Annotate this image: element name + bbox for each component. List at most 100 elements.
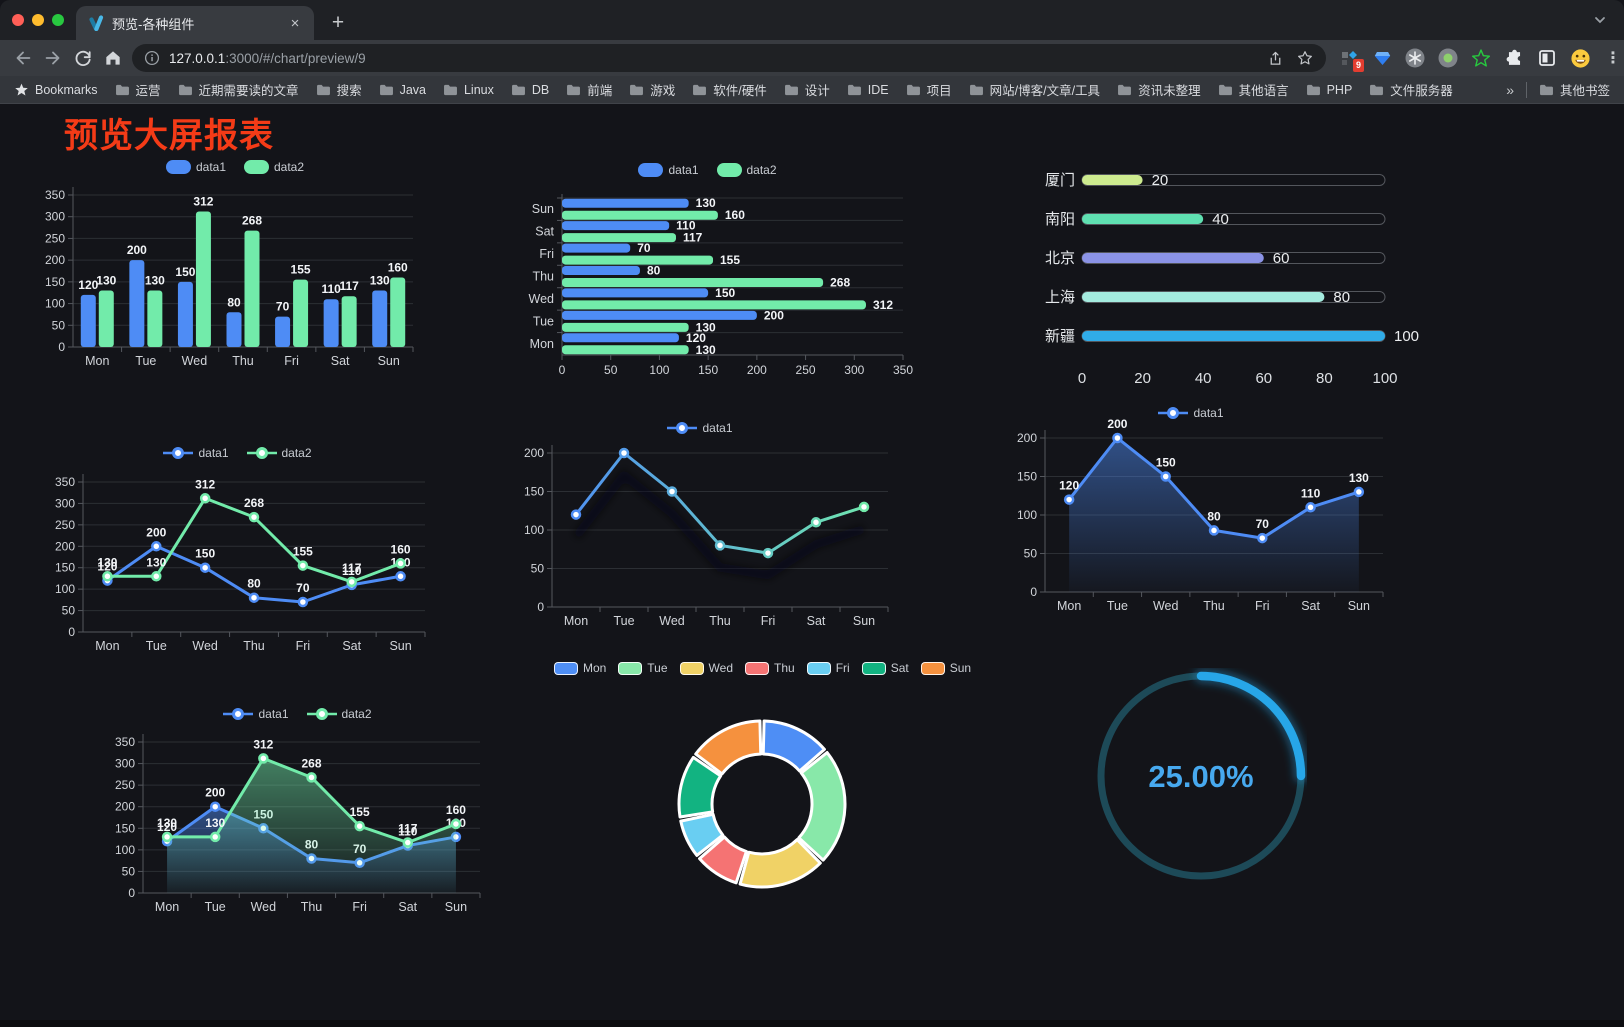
bookmark-folder[interactable]: 运营: [115, 80, 161, 99]
legend-item[interactable]: data1: [638, 163, 699, 177]
bookmark-folder[interactable]: 前端: [566, 80, 612, 99]
bookmark-folder[interactable]: 其他语言: [1218, 80, 1289, 99]
svg-text:117: 117: [683, 231, 703, 245]
chart-grouped-bar[interactable]: data1 data2 0 50 100 150 200 250 300 350 Mon Tue Wed…: [40, 150, 430, 378]
chart-line-two-series-area[interactable]: data1 data2 0 50 100 150 200 250 300 350 Mon Tue Wed…: [100, 700, 495, 922]
legend-item[interactable]: Sat: [861, 661, 909, 675]
bookmark-folder[interactable]: PHP: [1306, 80, 1352, 99]
page-title: 预览大屏报表: [64, 117, 274, 155]
svg-text:Tue: Tue: [205, 900, 226, 914]
puzzle-extension-icon[interactable]: [1501, 45, 1527, 71]
gem-extension-icon[interactable]: [1369, 45, 1395, 71]
bookmark-folder[interactable]: 搜索: [316, 80, 362, 99]
bookmark-folder[interactable]: 近期需要读的文章: [178, 80, 299, 99]
legend-item[interactable]: Tue: [618, 661, 668, 675]
bookmark-folder[interactable]: Linux: [443, 80, 494, 99]
minimize-window-button[interactable]: [32, 14, 44, 26]
bookmark-folder[interactable]: 设计: [784, 80, 830, 99]
snowflake-extension-icon[interactable]: [1402, 45, 1428, 71]
bookmark-star-icon[interactable]: [1296, 49, 1314, 67]
chart-canvas[interactable]: 0 50 100 150 200 Mon Tue Wed Thu Fri Sat Sun 120 200 1…: [985, 400, 1397, 620]
tab-close-button[interactable]: ×: [290, 14, 300, 32]
half-square-extension-icon[interactable]: [1534, 45, 1560, 71]
svg-text:100: 100: [1372, 370, 1397, 387]
bookmark-folder[interactable]: 文件服务器: [1369, 80, 1453, 99]
chart-weekday-donut[interactable]: Mon Tue Wed Thu Fri Sat Sun: [553, 655, 971, 900]
chart-percent-gauge[interactable]: 25.00%: [1095, 668, 1307, 884]
legend-item[interactable]: Thu: [745, 661, 795, 675]
legend-item[interactable]: data2: [246, 446, 312, 460]
bookmark-folder[interactable]: 软件/硬件: [692, 80, 767, 99]
chart-canvas[interactable]: 0 50 100 150 200 250 300 350 Mon Tue Wed Thu Fri Sat S…: [40, 150, 430, 378]
green-dot-extension-icon[interactable]: [1435, 45, 1461, 71]
url-bar[interactable]: 127.0.0.1:3000/#/chart/preview/9: [132, 44, 1326, 72]
reload-button[interactable]: [68, 43, 98, 73]
green-star-extension-icon[interactable]: [1468, 45, 1494, 71]
chart-canvas[interactable]: [560, 655, 965, 900]
legend-item[interactable]: Wed: [679, 661, 733, 675]
legend-item[interactable]: data1: [223, 707, 289, 721]
forward-button[interactable]: [38, 43, 68, 73]
legend-item[interactable]: data2: [244, 160, 304, 174]
legend-item[interactable]: data1: [163, 446, 229, 460]
browser-tab[interactable]: 预览-各种组件 ×: [76, 6, 314, 40]
new-tab-button[interactable]: +: [331, 11, 345, 34]
bookmarks-right-group: » 其他书签: [1506, 80, 1610, 99]
grid-extension-icon[interactable]: 9: [1336, 45, 1364, 72]
svg-text:50: 50: [62, 604, 76, 618]
svg-text:0: 0: [58, 340, 65, 354]
bookmark-folder[interactable]: 资讯未整理: [1117, 80, 1201, 99]
chart-line-area[interactable]: data1 0 50 100 150 200 Mon Tue Wed Thu Fri Sat Sun 12…: [985, 400, 1397, 620]
legend-item[interactable]: data1: [1158, 406, 1224, 420]
bookmark-folder[interactable]: 项目: [906, 80, 952, 99]
legend-item[interactable]: data2: [716, 163, 777, 177]
back-button[interactable]: [8, 43, 38, 73]
svg-text:160: 160: [725, 208, 745, 222]
bookmark-folder[interactable]: 游戏: [629, 80, 675, 99]
legend-item[interactable]: Fri: [806, 661, 850, 675]
svg-text:110: 110: [676, 219, 696, 233]
folder-icon: [784, 84, 798, 95]
legend-item[interactable]: data2: [306, 707, 372, 721]
chart-canvas[interactable]: 0 50 100 150 200 Mon Tue Wed Thu Fri Sat Sun: [500, 415, 900, 635]
chart-canvas[interactable]: 厦门 20 南阳 40 北京 60 上海 80 新疆 100 0 20 40 60 80 100: [1000, 155, 1420, 395]
bookmarks-manager[interactable]: Bookmarks: [14, 82, 98, 97]
svg-text:160: 160: [446, 803, 466, 817]
svg-text:Mon: Mon: [530, 337, 554, 351]
menu-dots-icon[interactable]: ⋮: [1605, 50, 1621, 67]
svg-text:Tue: Tue: [613, 614, 634, 628]
svg-text:Sat: Sat: [807, 614, 826, 628]
home-button[interactable]: [98, 43, 128, 73]
chart-city-progress[interactable]: 厦门 20 南阳 40 北京 60 上海 80 新疆 100 0 20 40 60 80 100: [1000, 155, 1420, 395]
svg-text:250: 250: [45, 231, 65, 245]
bookmark-folder[interactable]: 网站/博客/文章/工具: [969, 80, 1100, 99]
site-info-icon[interactable]: [144, 50, 160, 66]
legend-item[interactable]: data1: [667, 421, 733, 435]
folder-icon: [1306, 84, 1320, 95]
bookmark-folder[interactable]: IDE: [847, 80, 889, 99]
legend-item[interactable]: data1: [165, 160, 226, 174]
legend-item[interactable]: Mon: [553, 661, 606, 675]
chart-canvas[interactable]: 0 50 100 150 200 250 300 350 Mon Tue Wed Thu Fri Sat S…: [100, 700, 495, 922]
close-window-button[interactable]: [12, 14, 24, 26]
chart-line-gradient[interactable]: data1 0 50 100 150 200 Mon Tue Wed Thu Fri Sat Sun: [500, 415, 900, 635]
svg-text:130: 130: [96, 274, 116, 288]
bookmark-folder[interactable]: DB: [511, 80, 549, 99]
bookmark-folder[interactable]: Java: [379, 80, 426, 99]
svg-text:110: 110: [1301, 486, 1321, 500]
legend-item[interactable]: Sun: [920, 661, 971, 675]
chart-horizontal-bar[interactable]: data1 data2 0 50 100 150 200 250 300 350 Sun 130 160…: [500, 150, 915, 384]
svg-text:40: 40: [1195, 370, 1212, 387]
svg-text:150: 150: [115, 821, 135, 835]
svg-text:120: 120: [686, 331, 706, 345]
chart-canvas[interactable]: 0 50 100 150 200 250 300 350 Mon Tue Wed Thu Fri Sat S…: [40, 440, 435, 662]
chart-canvas[interactable]: 25.00%: [1095, 668, 1307, 884]
chart-line-two-series[interactable]: data1 data2 0 50 100 150 200 250 300 350 Mon Tue Wed…: [40, 440, 435, 662]
bookmarks-overflow-button[interactable]: »: [1506, 81, 1514, 98]
share-icon[interactable]: [1267, 50, 1284, 67]
emoji-extension-icon[interactable]: [1567, 45, 1593, 71]
tab-search-chevron-icon[interactable]: [1592, 12, 1608, 28]
zoom-window-button[interactable]: [52, 14, 64, 26]
other-bookmarks-folder[interactable]: 其他书签: [1539, 80, 1610, 99]
